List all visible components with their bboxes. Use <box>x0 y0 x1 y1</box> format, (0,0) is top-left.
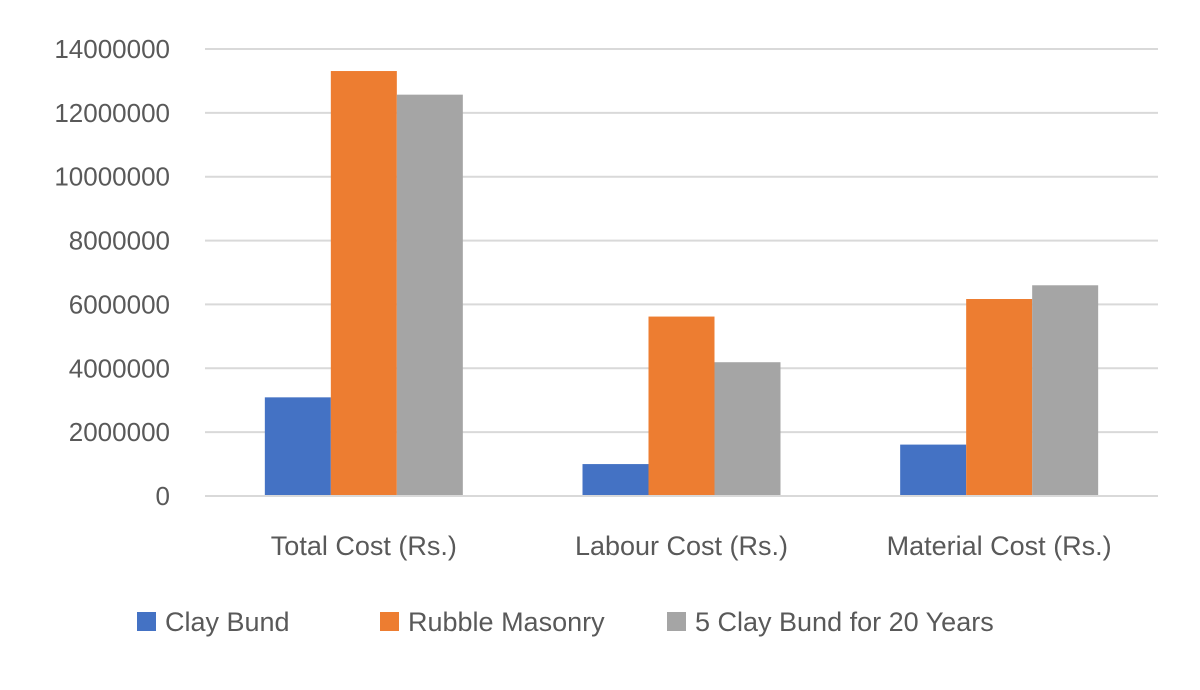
bar-5-clay-bund-for-20-years <box>1032 285 1099 496</box>
y-tick-label: 10000000 <box>54 162 170 192</box>
bar-5-clay-bund-for-20-years <box>714 362 781 496</box>
y-tick-label: 4000000 <box>69 353 170 383</box>
legend-swatch <box>667 612 686 631</box>
x-tick-label: Total Cost (Rs.) <box>271 531 457 561</box>
x-tick-label: Material Cost (Rs.) <box>887 531 1112 561</box>
bar-rubble-masonry <box>648 316 715 496</box>
y-tick-label: 2000000 <box>69 417 170 447</box>
y-tick-label: 12000000 <box>54 98 170 128</box>
bar-clay-bund <box>582 464 649 496</box>
bar-clay-bund <box>900 444 967 496</box>
legend-label: Clay Bund <box>165 607 290 637</box>
bar-clay-bund <box>264 397 331 496</box>
bar-rubble-masonry <box>330 71 397 497</box>
y-tick-label: 6000000 <box>69 289 170 319</box>
y-tick-label: 14000000 <box>54 34 170 64</box>
legend-label: Rubble Masonry <box>408 607 605 637</box>
y-tick-label: 8000000 <box>69 226 170 256</box>
y-tick-label: 0 <box>156 481 170 511</box>
x-tick-label: Labour Cost (Rs.) <box>575 531 788 561</box>
legend-label: 5 Clay Bund for 20 Years <box>695 607 994 637</box>
bar-5-clay-bund-for-20-years <box>396 94 463 496</box>
bar-rubble-masonry <box>966 299 1033 496</box>
legend-swatch <box>380 612 399 631</box>
legend-swatch <box>137 612 156 631</box>
